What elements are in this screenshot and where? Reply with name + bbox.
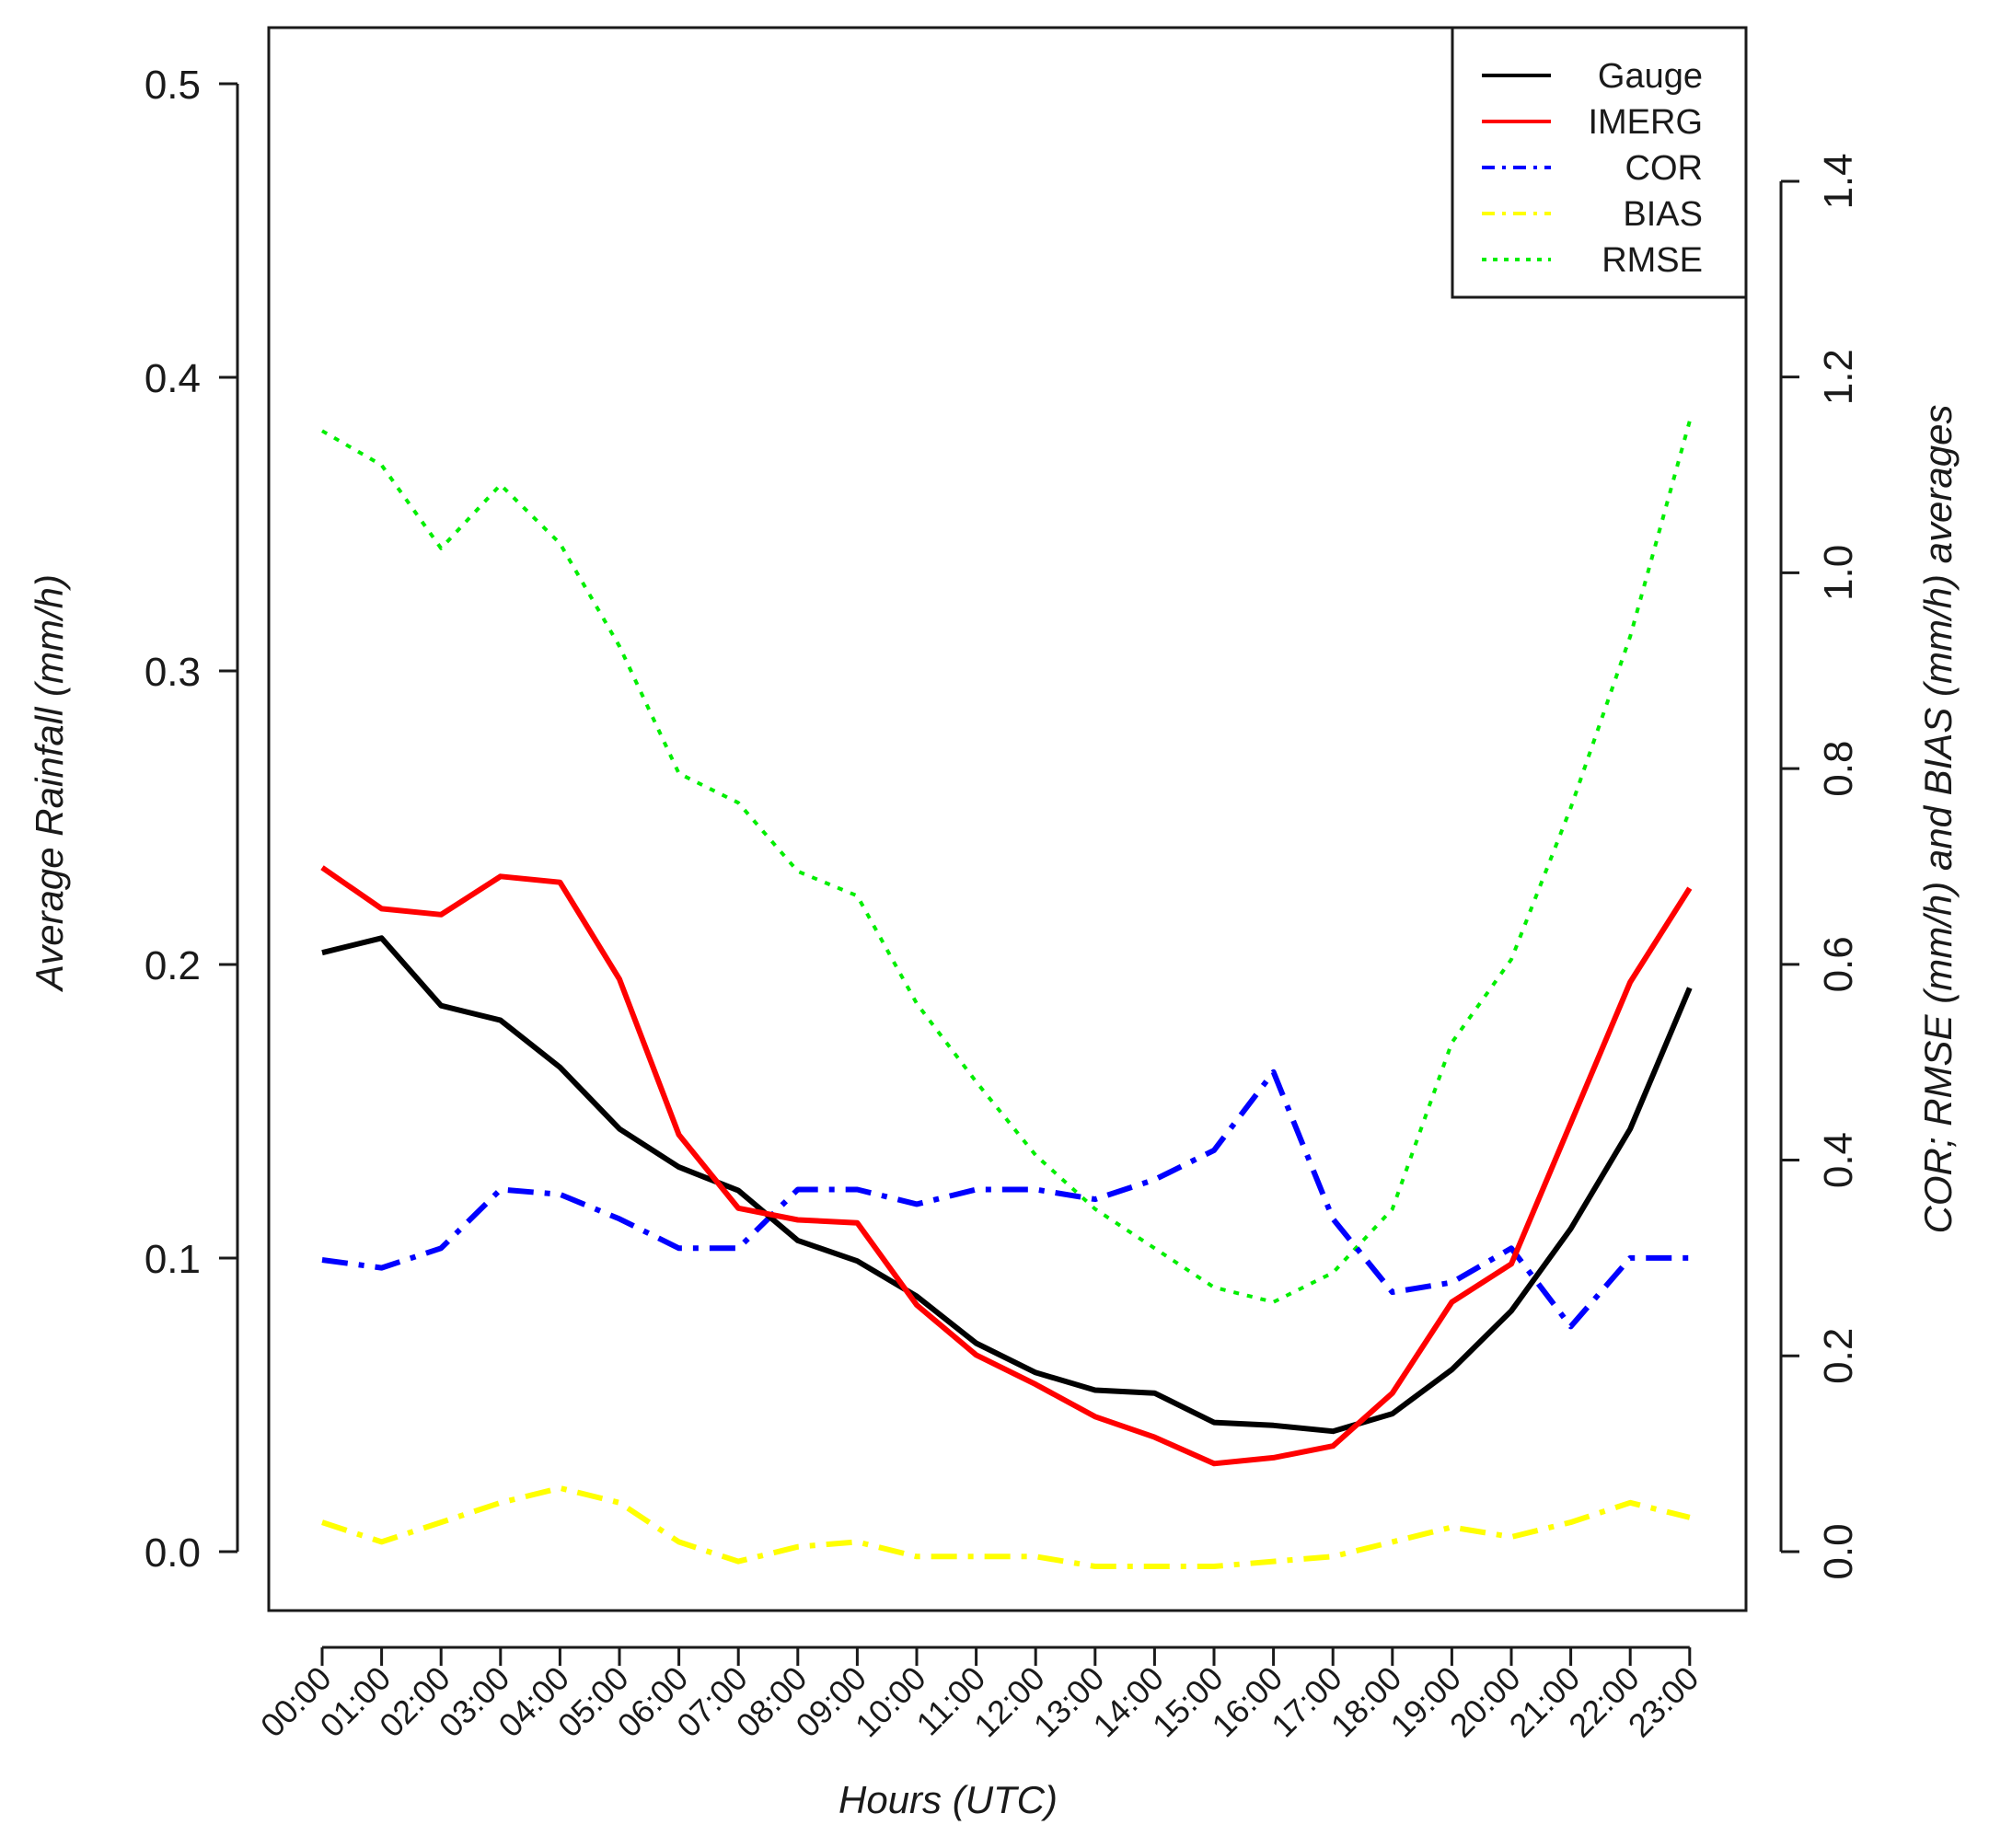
legend-label-rmse: RMSE xyxy=(1602,241,1703,280)
right-tick-label: 1.0 xyxy=(1816,545,1861,601)
right-tick-label: 0.8 xyxy=(1816,741,1861,797)
left-tick-label: 0.1 xyxy=(145,1237,201,1282)
right-y-axis: 0.0 0.2 0.4 0.6 0.8 1.0 1.2 1.4 xyxy=(1779,153,1861,1580)
legend: Gauge IMERG COR BIAS RMSE xyxy=(1451,26,1748,299)
right-tick-label: 1.2 xyxy=(1816,349,1861,405)
left-y-axis-title: Average Rainfall (mm/h) xyxy=(28,574,71,993)
right-tick-label: 0.0 xyxy=(1816,1523,1861,1579)
left-y-axis: 0.0 0.1 0.2 0.3 0.4 0.5 xyxy=(145,63,239,1576)
legend-entries: Gauge IMERG COR BIAS RMSE xyxy=(1482,57,1703,280)
series-line-bias xyxy=(321,1484,1691,1569)
right-y-axis-title: COR; RMSE (mm/h) and BIAS (mm/h) average… xyxy=(1916,405,1960,1234)
series-line-imerg xyxy=(320,865,1693,1467)
right-tick-label: 0.4 xyxy=(1816,1132,1861,1188)
left-tick-label: 0.4 xyxy=(145,356,201,401)
legend-label-imerg: IMERG xyxy=(1588,103,1703,142)
legend-label-gauge: Gauge xyxy=(1598,57,1703,96)
legend-box xyxy=(1451,26,1748,299)
legend-label-bias: BIAS xyxy=(1623,195,1703,234)
series-line-cor xyxy=(321,1068,1690,1330)
plot-lines xyxy=(320,420,1693,1569)
right-tick-label: 0.2 xyxy=(1816,1328,1861,1384)
right-tick-label: 1.4 xyxy=(1816,153,1861,209)
left-tick-label: 0.0 xyxy=(145,1530,201,1576)
series-line-rmse xyxy=(321,420,1692,1304)
left-tick-label: 0.3 xyxy=(145,650,201,695)
plot-frame xyxy=(267,26,1748,1612)
legend-label-cor: COR xyxy=(1625,149,1703,188)
series-line-gauge xyxy=(321,935,1693,1435)
x-axis-title: Hours (UTC) xyxy=(838,1778,1058,1821)
left-tick-label: 0.2 xyxy=(145,943,201,988)
right-tick-label: 0.6 xyxy=(1816,936,1861,992)
left-tick-label: 0.5 xyxy=(145,63,201,108)
